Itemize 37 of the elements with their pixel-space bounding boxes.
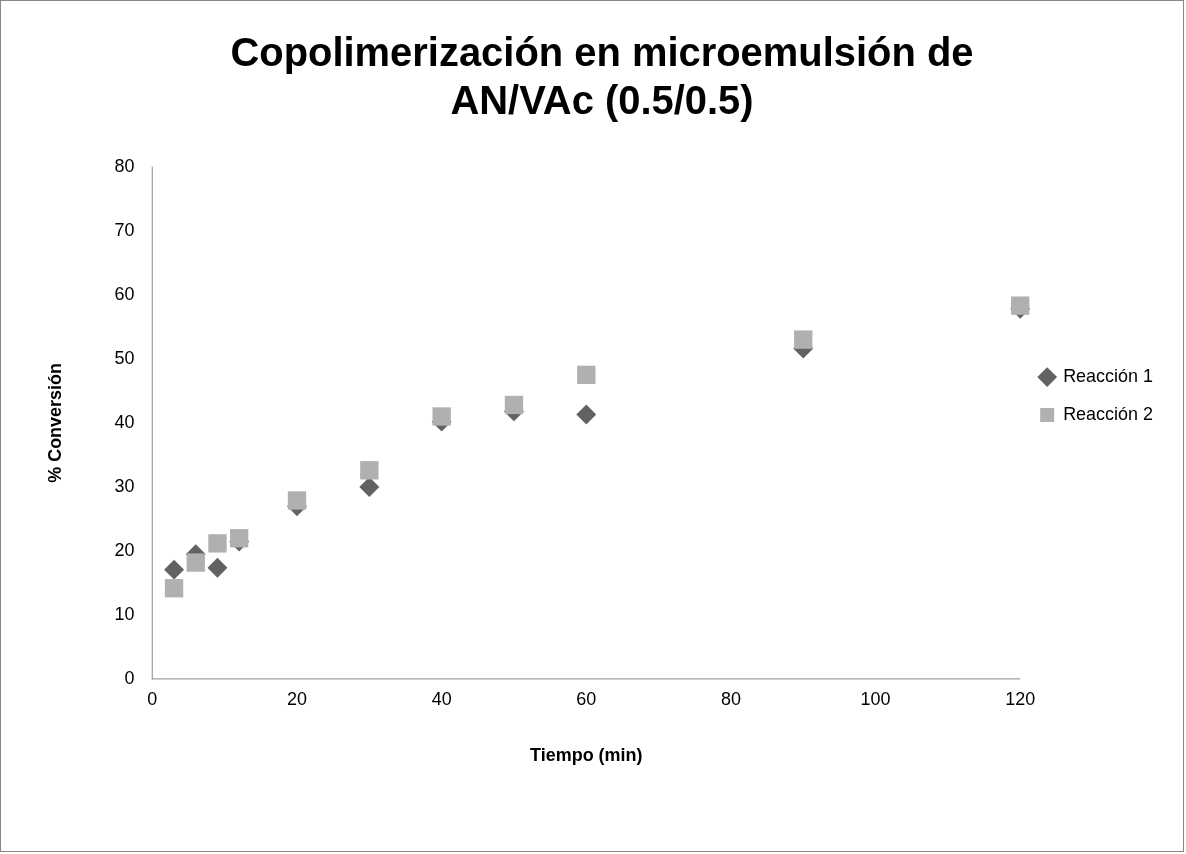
point — [208, 534, 227, 553]
point — [207, 557, 228, 578]
point — [794, 330, 813, 349]
point — [186, 553, 205, 572]
x-tick-label: 0 — [147, 688, 158, 709]
point — [432, 407, 451, 426]
point — [287, 491, 307, 510]
x-tick-label: 120 — [1005, 688, 1036, 709]
y-tick-label: 70 — [114, 219, 135, 240]
point — [504, 395, 524, 415]
point — [1011, 296, 1030, 315]
point — [229, 529, 249, 548]
x-tick-label: 60 — [576, 688, 597, 709]
y-tick-label: 60 — [114, 283, 135, 304]
y-tick-label: 40 — [114, 411, 135, 432]
x-tick-label: 100 — [860, 688, 891, 709]
point — [360, 461, 379, 480]
text: AN/VAc (0.5/0.5) — [450, 77, 754, 122]
y-tick-label: 30 — [114, 475, 135, 496]
point — [359, 477, 380, 497]
y-axis-title: % Conversión — [44, 363, 65, 483]
x-tick-label: 20 — [287, 688, 307, 709]
x-axis-title: Tiempo (min) — [530, 745, 643, 766]
x-tick-label: 40 — [431, 688, 452, 709]
point — [164, 559, 185, 580]
point — [577, 365, 596, 385]
y-tick-label: 20 — [114, 540, 135, 561]
legend-label: Reacción 1 — [1063, 366, 1154, 387]
y-tick-label: 0 — [124, 668, 135, 689]
y-tick-label: 10 — [114, 604, 135, 625]
x-tick-label: 80 — [720, 688, 741, 709]
point — [164, 579, 184, 598]
y-tick-label: 50 — [114, 347, 135, 368]
text: Copolimerización en microemulsión de — [230, 29, 974, 74]
legend-label: Reacción 2 — [1063, 403, 1154, 424]
point — [576, 404, 597, 425]
y-tick-label: 80 — [114, 155, 135, 176]
